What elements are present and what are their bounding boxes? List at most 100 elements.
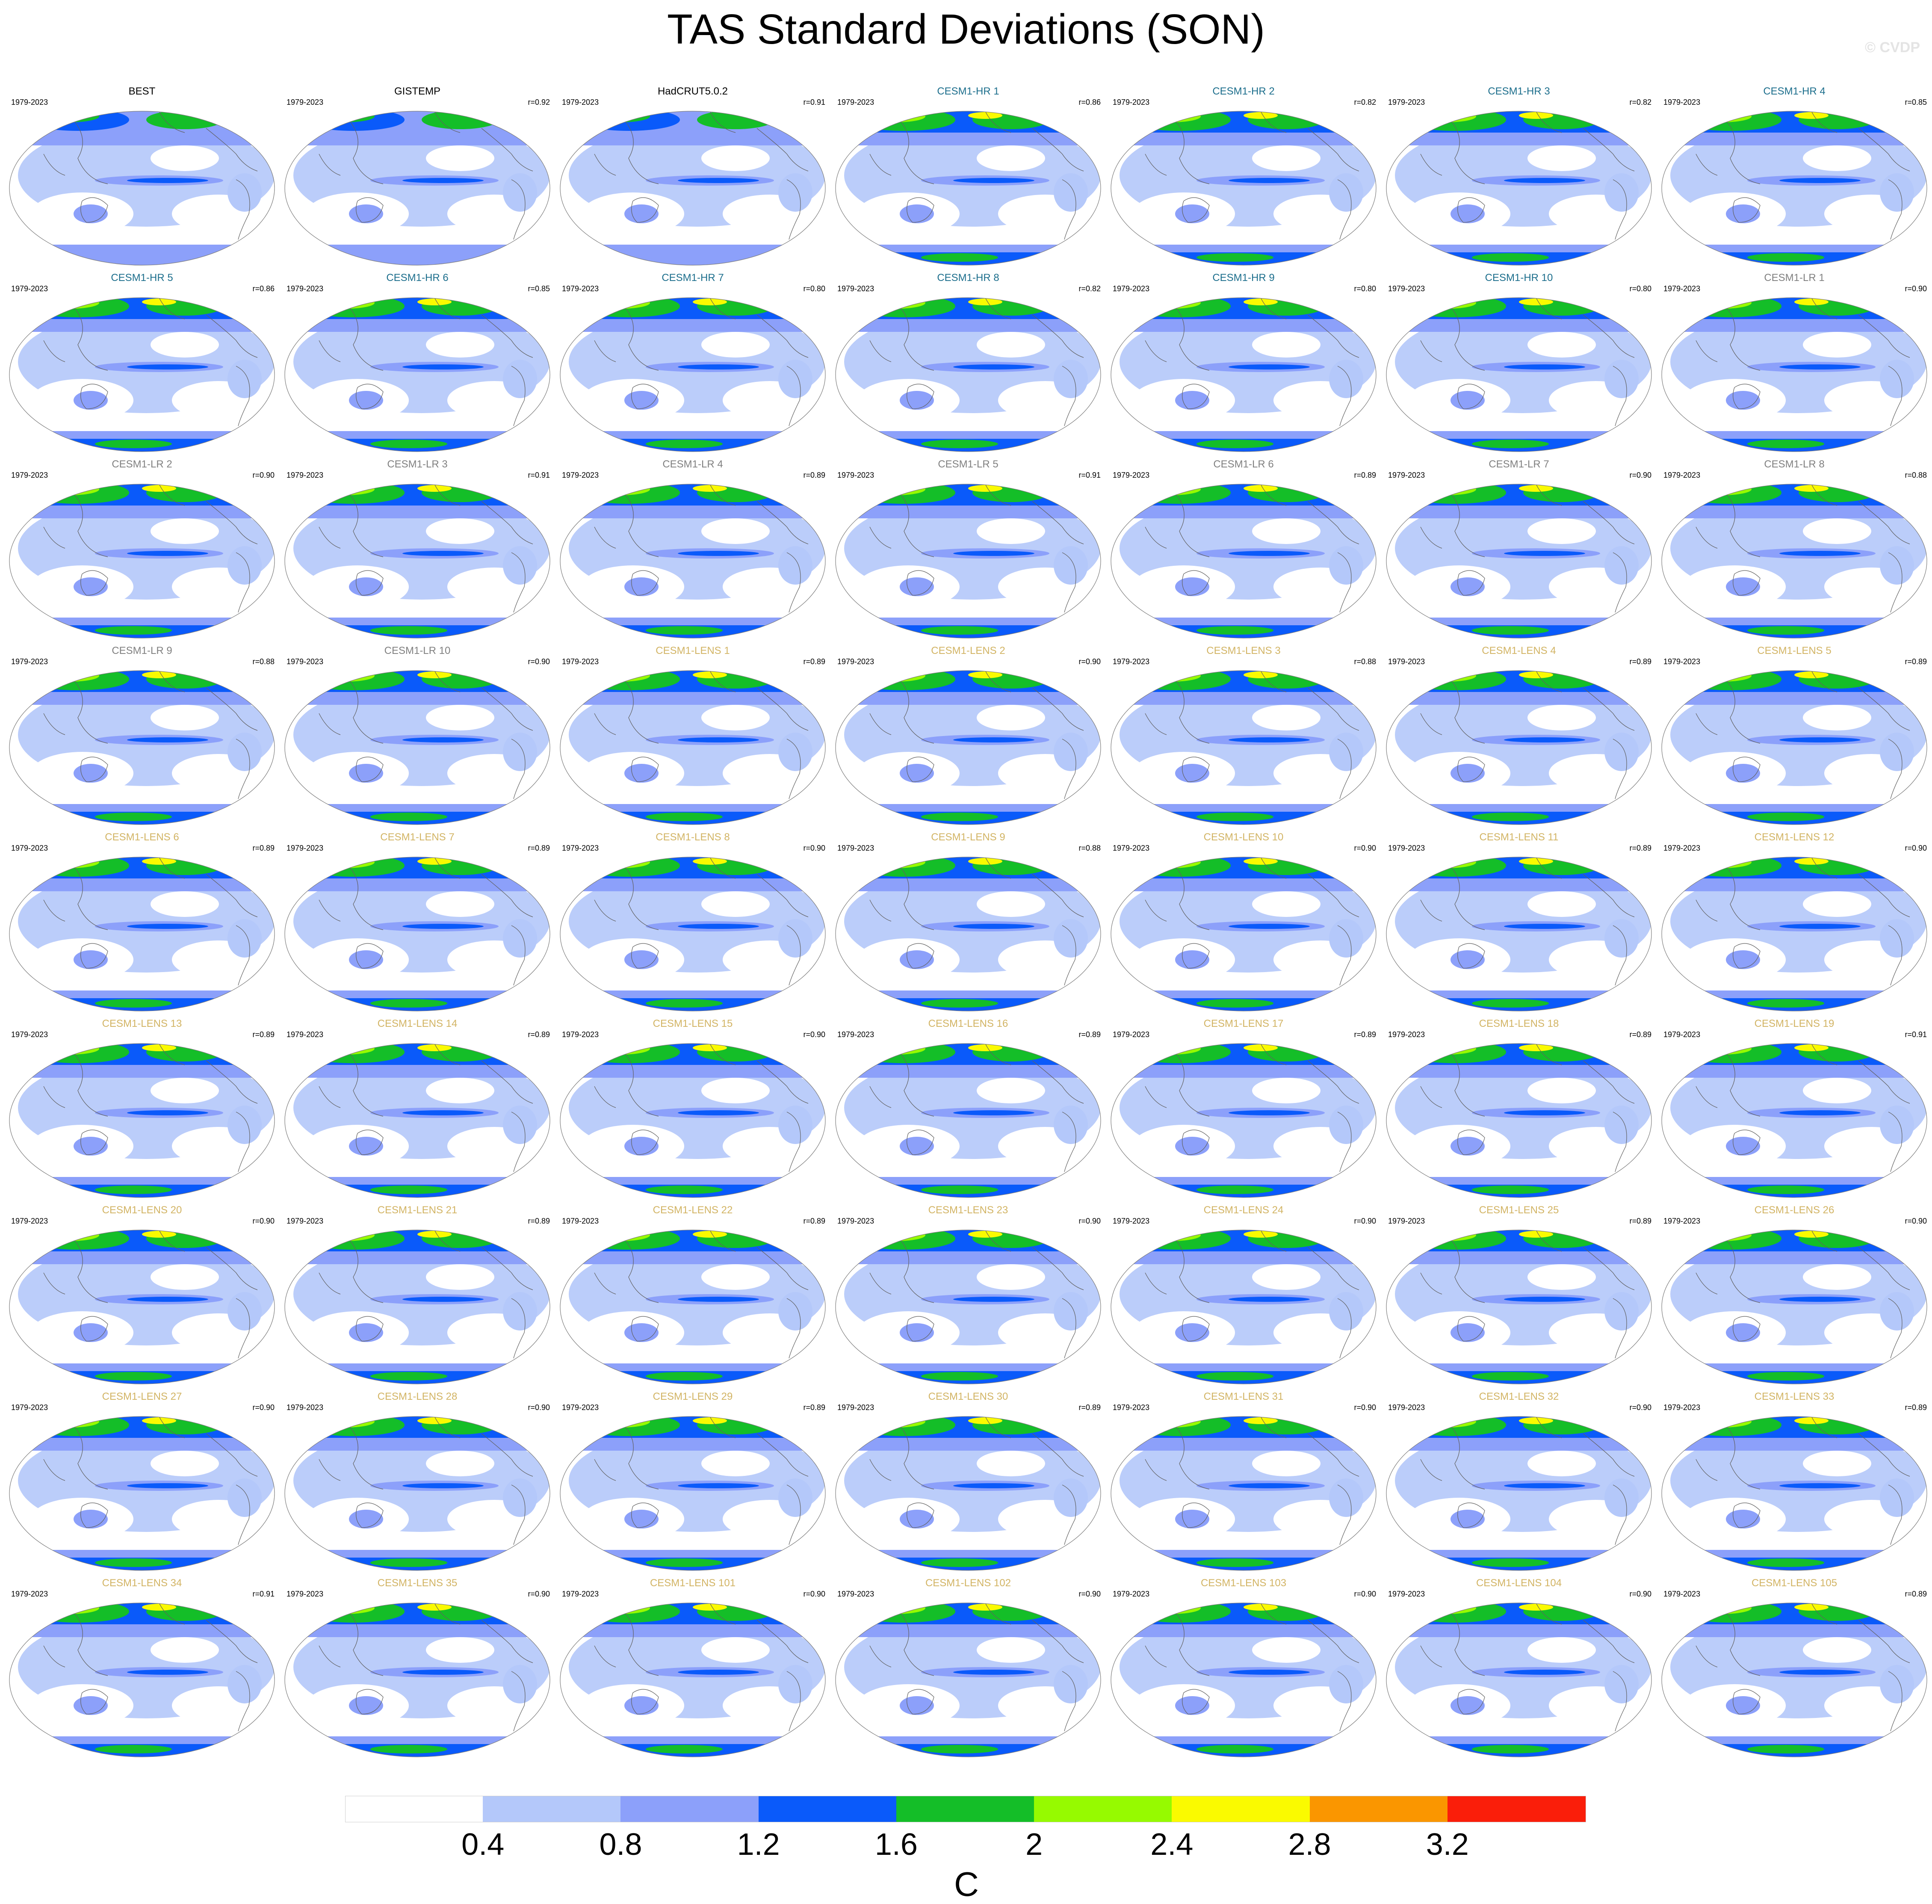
robinson-map [835, 670, 1101, 825]
map-panel: CESM1-LENS 6 1979-2023 r=0.89 [5, 831, 279, 1015]
coastlines [594, 1416, 809, 1545]
colorbar-segment [1309, 1796, 1448, 1822]
panel-years: 1979-2023 [1663, 98, 1701, 106]
panel-years: 1979-2023 [837, 1217, 874, 1225]
panel-title: CESM1-LENS 1 [656, 645, 730, 656]
coastlines [319, 857, 533, 986]
panel-pattern-correlation: r=0.89 [528, 1217, 550, 1225]
panel-title: CESM1-LENS 31 [1203, 1391, 1284, 1402]
robinson-map [1386, 297, 1652, 452]
panel-pattern-correlation: r=0.91 [528, 471, 550, 479]
robinson-map [1386, 1416, 1652, 1571]
coastlines [43, 111, 258, 240]
coastlines [1420, 298, 1635, 426]
panel-pattern-correlation: r=0.80 [1354, 284, 1376, 293]
robinson-map [284, 1230, 550, 1384]
map-outline [1111, 1602, 1377, 1757]
robinson-map [1386, 111, 1652, 266]
map-panel: CESM1-LENS 1 1979-2023 r=0.89 [556, 645, 830, 829]
cvdp-credit: © CVDP [1865, 39, 1920, 56]
panel-pattern-correlation: r=0.89 [1354, 1030, 1376, 1039]
panel-years: 1979-2023 [287, 471, 324, 479]
coastlines [1696, 1230, 1910, 1359]
panel-years: 1979-2023 [1388, 98, 1425, 106]
panel-title: CESM1-HR 5 [111, 272, 173, 284]
panel-pattern-correlation: r=0.91 [1078, 471, 1101, 479]
robinson-map [1661, 1416, 1927, 1571]
panel-pattern-correlation: r=0.90 [1629, 471, 1651, 479]
panel-pattern-correlation: r=0.82 [1629, 98, 1651, 106]
panel-title: CESM1-LENS 105 [1751, 1577, 1837, 1589]
coastlines [1145, 1603, 1359, 1732]
map-panel: CESM1-LENS 35 1979-2023 r=0.90 [281, 1577, 554, 1761]
colorbar-frame [345, 1796, 1586, 1822]
robinson-map [9, 1416, 275, 1571]
panel-years: 1979-2023 [562, 284, 599, 293]
map-outline [1111, 1043, 1377, 1198]
panel-years: 1979-2023 [11, 657, 48, 666]
robinson-map [9, 857, 275, 1011]
panel-years: 1979-2023 [1663, 1217, 1701, 1225]
robinson-map [1111, 1230, 1377, 1384]
coastlines [1145, 484, 1359, 613]
map-panel: CESM1-HR 3 1979-2023 r=0.82 [1382, 86, 1656, 269]
map-outline [9, 1602, 275, 1757]
panel-years: 1979-2023 [11, 284, 48, 293]
map-outline [9, 1230, 275, 1384]
map-outline [284, 1230, 550, 1384]
panel-title: CESM1-LR 4 [662, 458, 723, 470]
panel-years: 1979-2023 [1388, 1590, 1425, 1598]
panel-years: 1979-2023 [562, 1030, 599, 1039]
map-panel: CESM1-LENS 16 1979-2023 r=0.89 [831, 1018, 1105, 1202]
coastlines [869, 111, 1084, 240]
map-outline [560, 1602, 826, 1757]
colorbar-segment [483, 1796, 621, 1822]
robinson-map [1661, 1043, 1927, 1198]
panel-years: 1979-2023 [1113, 844, 1150, 852]
panel-pattern-correlation: r=0.85 [528, 284, 550, 293]
panel-pattern-correlation: r=0.90 [528, 1403, 550, 1412]
map-outline [560, 111, 826, 266]
panel-pattern-correlation: r=0.90 [1905, 284, 1927, 293]
colorbar-tick-label: 1.2 [737, 1827, 780, 1862]
map-panel: CESM1-LENS 28 1979-2023 r=0.90 [281, 1391, 554, 1575]
panel-title: CESM1-LENS 9 [931, 831, 1005, 843]
coastlines [1696, 111, 1910, 240]
panel-title: HadCRUT5.0.2 [657, 86, 728, 97]
panel-years: 1979-2023 [287, 1217, 324, 1225]
map-panel: CESM1-LENS 34 1979-2023 r=0.91 [5, 1577, 279, 1761]
panel-title: CESM1-HR 3 [1488, 86, 1550, 97]
coastlines [1145, 298, 1359, 426]
panel-title: CESM1-LENS 10 [1203, 831, 1284, 843]
panel-pattern-correlation: r=0.89 [1078, 1030, 1101, 1039]
panel-pattern-correlation: r=0.89 [1905, 657, 1927, 666]
panel-title: CESM1-LENS 8 [656, 831, 730, 843]
coastlines [594, 671, 809, 799]
coastlines [869, 298, 1084, 426]
panel-years: 1979-2023 [287, 1030, 324, 1039]
robinson-map [835, 1230, 1101, 1384]
map-panel: CESM1-LENS 17 1979-2023 r=0.89 [1107, 1018, 1380, 1202]
robinson-map [1111, 670, 1377, 825]
coastlines [1696, 298, 1910, 426]
panel-title: CESM1-LENS 11 [1479, 831, 1559, 843]
robinson-map [1661, 111, 1927, 266]
panel-title: CESM1-LENS 32 [1479, 1391, 1559, 1402]
robinson-map [835, 1043, 1101, 1198]
panel-pattern-correlation: r=0.90 [1078, 657, 1101, 666]
coastlines [1145, 1416, 1359, 1545]
coastlines [594, 298, 809, 426]
panel-years: 1979-2023 [1663, 1403, 1701, 1412]
panel-pattern-correlation: r=0.89 [803, 1217, 825, 1225]
panel-years: 1979-2023 [837, 471, 874, 479]
robinson-map [560, 1230, 826, 1384]
panel-pattern-correlation: r=0.82 [1078, 284, 1101, 293]
map-outline [9, 1416, 275, 1571]
map-panel: CESM1-LENS 30 1979-2023 r=0.89 [831, 1391, 1105, 1575]
coastlines [1696, 857, 1910, 986]
map-outline [1111, 484, 1377, 639]
map-outline [1386, 1416, 1652, 1571]
map-panel: CESM1-LENS 19 1979-2023 r=0.91 [1657, 1018, 1931, 1202]
panel-title: CESM1-LENS 35 [377, 1577, 458, 1589]
coastlines [1420, 111, 1635, 240]
